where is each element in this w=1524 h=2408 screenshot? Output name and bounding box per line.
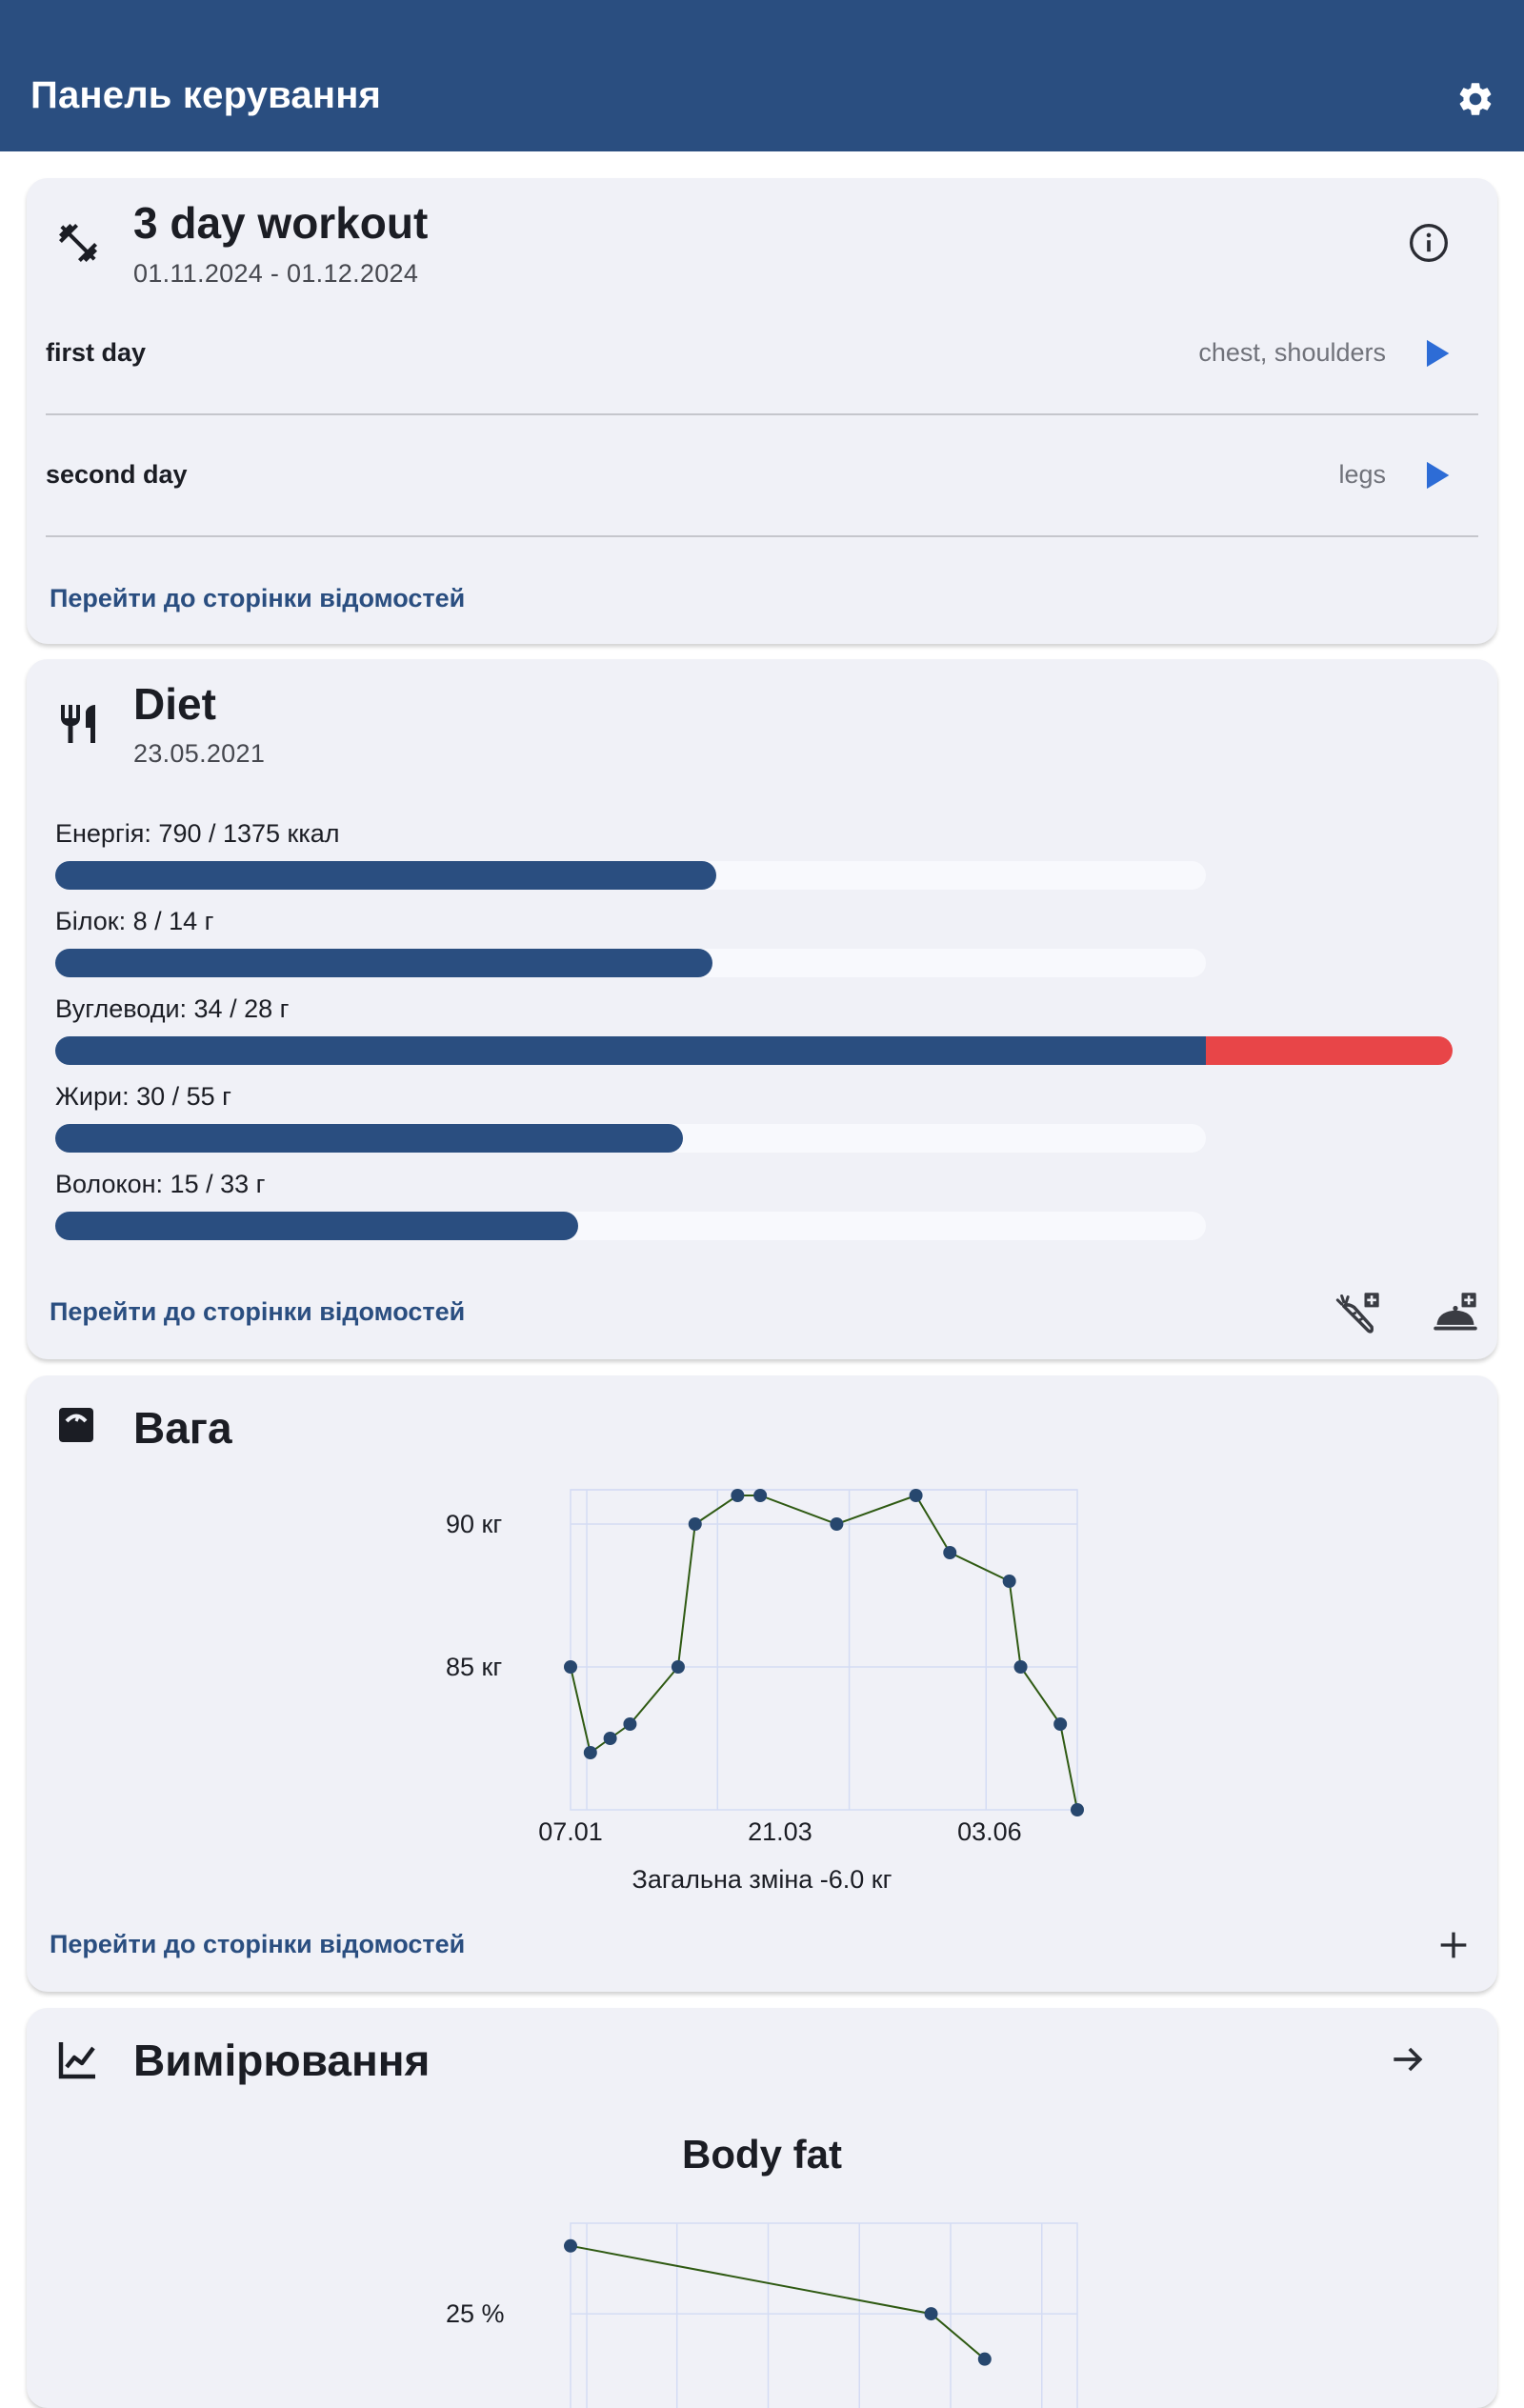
weight-summary: Загальна зміна -6.0 кг [632, 1865, 892, 1894]
gear-icon [1459, 83, 1492, 115]
divider [46, 535, 1478, 537]
bodyfat-chart: 25 % [446, 2222, 1078, 2408]
add-ingredient-button[interactable] [1332, 1288, 1385, 1341]
meal-cloche-add-icon [1434, 1293, 1477, 1331]
workout-card: 3 day workout 01.11.2024 - 01.12.2024 fi… [27, 178, 1497, 644]
line-chart-icon [55, 2037, 101, 2082]
nutrient-label: Вуглеводи: 34 / 28 г [55, 994, 290, 1023]
nutrient-label: Енергія: 790 / 1375 ккал [55, 819, 340, 848]
data-point [977, 2352, 992, 2366]
nutrient-progress-fill [55, 1124, 683, 1153]
day-name: first day [46, 338, 147, 367]
x-tick-label: 07.01 [538, 1817, 603, 1846]
data-point [623, 1717, 637, 1731]
day-name: second day [46, 460, 188, 489]
workout-date-range: 01.11.2024 - 01.12.2024 [133, 259, 419, 288]
app-bar: Панель керування [0, 0, 1524, 151]
weight-chart: 90 кг 85 кг 07.01 21.03 03.06 [446, 1489, 1084, 1846]
day-muscles: chest, shoulders [1198, 338, 1386, 367]
nutrient-progress-fill [55, 1036, 1206, 1065]
nutrient-progress-bar [55, 949, 1206, 977]
day-muscles: legs [1338, 460, 1386, 489]
play-icon[interactable] [1417, 334, 1455, 372]
diet-details-link[interactable]: Перейти до сторінки відомостей [50, 1297, 466, 1326]
data-point [671, 1660, 685, 1674]
chart-frame [570, 2222, 1078, 2408]
info-button[interactable] [1406, 220, 1452, 266]
add-weight-button[interactable] [1427, 1918, 1480, 1972]
y-tick-label: 85 кг [446, 1653, 502, 1681]
bodyfat-chart-title: Body fat [682, 2132, 842, 2177]
page-title: Панель керування [30, 74, 382, 116]
weight-card: Вага 90 кг 85 кг 07.01 21.03 03.06 Загальна … [27, 1375, 1497, 1992]
data-point [564, 2238, 577, 2253]
scale-icon [53, 1402, 99, 1448]
data-point [830, 1517, 844, 1531]
fork-knife-icon [55, 701, 101, 747]
data-point [731, 1489, 745, 1502]
data-point [1002, 1575, 1016, 1588]
nutrient-progress-bar [55, 861, 1206, 890]
settings-button[interactable] [1454, 78, 1496, 120]
carrot-add-icon [1335, 1293, 1379, 1334]
series-line [570, 2244, 986, 2360]
chart-frame [570, 1489, 1078, 1811]
nutrient-progress-bar [55, 1124, 1206, 1153]
measurements-title: Вимірювання [133, 2036, 431, 2085]
data-point [583, 1746, 597, 1759]
nutrient-progress-fill [55, 949, 713, 977]
data-point [924, 2307, 938, 2321]
y-tick-label: 90 кг [446, 1510, 502, 1538]
data-point [1071, 1803, 1084, 1816]
nutrient-progress-fill [55, 1212, 579, 1240]
data-point [1053, 1717, 1068, 1731]
weight-title: Вага [133, 1403, 232, 1453]
workout-title: 3 day workout [133, 198, 429, 248]
data-point [688, 1517, 702, 1531]
nutrient-label: Жири: 30 / 55 г [55, 1082, 232, 1111]
nutrient-label: Білок: 8 / 14 г [55, 907, 214, 935]
divider [46, 413, 1478, 415]
nutrient-progress-bar [55, 1212, 1206, 1240]
nutrient-progress-bar [55, 1036, 1453, 1065]
info-icon [1410, 224, 1448, 262]
nutrient-progress-fill [55, 861, 717, 890]
data-point [753, 1489, 768, 1502]
diet-title: Diet [133, 679, 216, 729]
plus-icon [1440, 1932, 1467, 1958]
nutrient-overflow-fill [1192, 1036, 1453, 1065]
x-tick-label: 03.06 [957, 1817, 1022, 1846]
data-point [909, 1489, 923, 1502]
workout-day-row[interactable]: first day chest, shoulders [46, 302, 1478, 407]
arrow-right-icon [1394, 2047, 1423, 2072]
nutrient-label: Волокон: 15 / 33 г [55, 1170, 266, 1198]
workout-day-row[interactable]: second day legs [46, 424, 1478, 529]
diet-card: Diet 23.05.2021 Енергія: 790 / 1375 ккал… [27, 659, 1497, 1359]
workout-details-link[interactable]: Перейти до сторінки відомостей [50, 584, 466, 612]
y-tick-label: 25 % [446, 2299, 505, 2328]
series-line [570, 1494, 1078, 1811]
measurements-open-button[interactable] [1385, 2037, 1431, 2082]
data-point [943, 1546, 957, 1559]
x-tick-label: 21.03 [748, 1817, 812, 1846]
add-meal-button[interactable] [1429, 1288, 1482, 1341]
dumbbell-icon [55, 220, 101, 266]
weight-details-link[interactable]: Перейти до сторінки відомостей [50, 1930, 466, 1958]
measurements-card: Вимірювання Body fat 25 % [27, 2008, 1497, 2408]
data-point [564, 1660, 577, 1674]
data-point [1013, 1660, 1028, 1674]
play-icon[interactable] [1417, 456, 1455, 494]
data-point [603, 1732, 617, 1745]
diet-date: 23.05.2021 [133, 739, 266, 768]
